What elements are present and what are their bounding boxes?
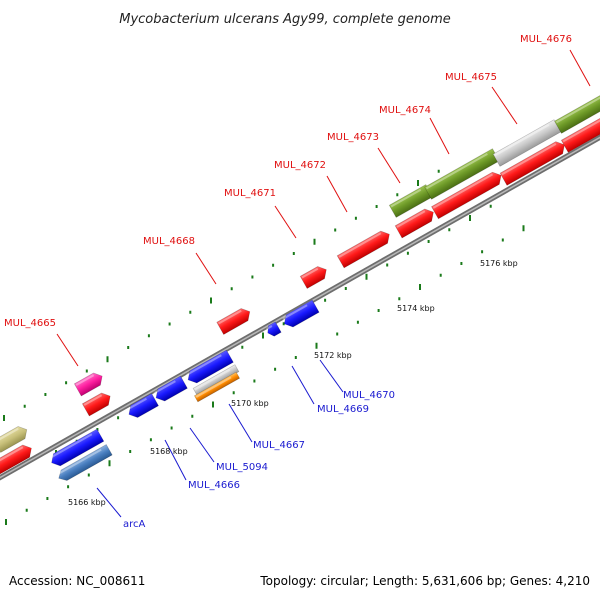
gene-rna-mul-4665a[interactable] bbox=[73, 370, 105, 397]
scale-label-5172: 5172 kbp bbox=[314, 351, 352, 360]
gene-label-mul-4675[interactable]: MUL_4675 bbox=[445, 72, 497, 83]
gene-mul-4665[interactable] bbox=[81, 390, 113, 417]
gene-khaki-left[interactable] bbox=[0, 424, 30, 453]
scale-label-5168: 5168 kbp bbox=[150, 447, 188, 456]
gene-label-mul-4673[interactable]: MUL_4673 bbox=[327, 132, 379, 143]
gene-label-mul-4669[interactable]: MUL_4669 bbox=[317, 404, 369, 415]
gene-grey-small[interactable] bbox=[192, 364, 240, 396]
gene-mul-4668[interactable] bbox=[216, 306, 253, 335]
gene-label-mul-4668[interactable]: MUL_4668 bbox=[143, 236, 195, 247]
topology-text: Topology: circular; Length: 5,631,606 bp… bbox=[259, 574, 590, 588]
gene-features bbox=[0, 90, 600, 483]
gene-label-mul-4665[interactable]: MUL_4665 bbox=[4, 318, 56, 329]
gene-mul-4666a[interactable] bbox=[48, 428, 105, 469]
scale-label-5176: 5176 kbp bbox=[480, 259, 518, 268]
gene-mul-4666[interactable] bbox=[125, 393, 159, 421]
gene-label-mul-5094[interactable]: MUL_5094 bbox=[216, 462, 268, 473]
gene-mul-4669[interactable] bbox=[265, 321, 282, 338]
gene-label-mul-4674[interactable]: MUL_4674 bbox=[379, 105, 431, 116]
map-title: Mycobacterium ulcerans Agy99, complete g… bbox=[119, 12, 451, 27]
gene-orange-small[interactable] bbox=[193, 371, 241, 403]
gene-label-arca[interactable]: arcA bbox=[123, 519, 146, 530]
gene-label-mul-4670[interactable]: MUL_4670 bbox=[343, 390, 395, 401]
accession-text: Accession: NC_008611 bbox=[9, 574, 145, 588]
gene-mul-5094[interactable] bbox=[153, 375, 188, 404]
gene-mul-4671[interactable] bbox=[299, 264, 330, 289]
gene-mul-4676[interactable] bbox=[560, 112, 600, 153]
forward-gene-labels: MUL_4665 MUL_4668 MUL_4671 MUL_4672 MUL_… bbox=[4, 34, 572, 329]
reverse-label-connectors bbox=[96, 359, 344, 518]
reverse-gene-labels: arcA MUL_4666 MUL_5094 MUL_4667 MUL_4669… bbox=[123, 390, 395, 530]
scale-label-5170: 5170 kbp bbox=[231, 399, 269, 408]
gene-label-mul-4667[interactable]: MUL_4667 bbox=[253, 440, 305, 451]
scale-label-5174: 5174 kbp bbox=[397, 304, 435, 313]
scale-labels: 5166 kbp 5168 kbp 5170 kbp 5172 kbp 5174… bbox=[68, 259, 518, 507]
gene-mul-4670[interactable] bbox=[281, 299, 320, 330]
gene-label-mul-4666[interactable]: MUL_4666 bbox=[188, 480, 240, 491]
gene-mul-4675[interactable] bbox=[499, 139, 568, 186]
gene-mul-4674[interactable] bbox=[431, 169, 504, 220]
gene-mul-4673[interactable] bbox=[394, 206, 437, 239]
gene-operon-green-c[interactable] bbox=[554, 90, 600, 134]
gene-label-mul-4671[interactable]: MUL_4671 bbox=[224, 188, 276, 199]
gene-arca[interactable] bbox=[56, 444, 113, 483]
gene-red-left[interactable] bbox=[0, 442, 35, 475]
scale-label-5166: 5166 kbp bbox=[68, 498, 106, 507]
gene-mul-4667a[interactable] bbox=[185, 349, 234, 386]
gene-label-mul-4676[interactable]: MUL_4676 bbox=[520, 34, 572, 45]
gene-mul-4672[interactable] bbox=[336, 228, 393, 269]
gene-label-mul-4672[interactable]: MUL_4672 bbox=[274, 160, 326, 171]
forward-label-connectors bbox=[56, 49, 591, 367]
